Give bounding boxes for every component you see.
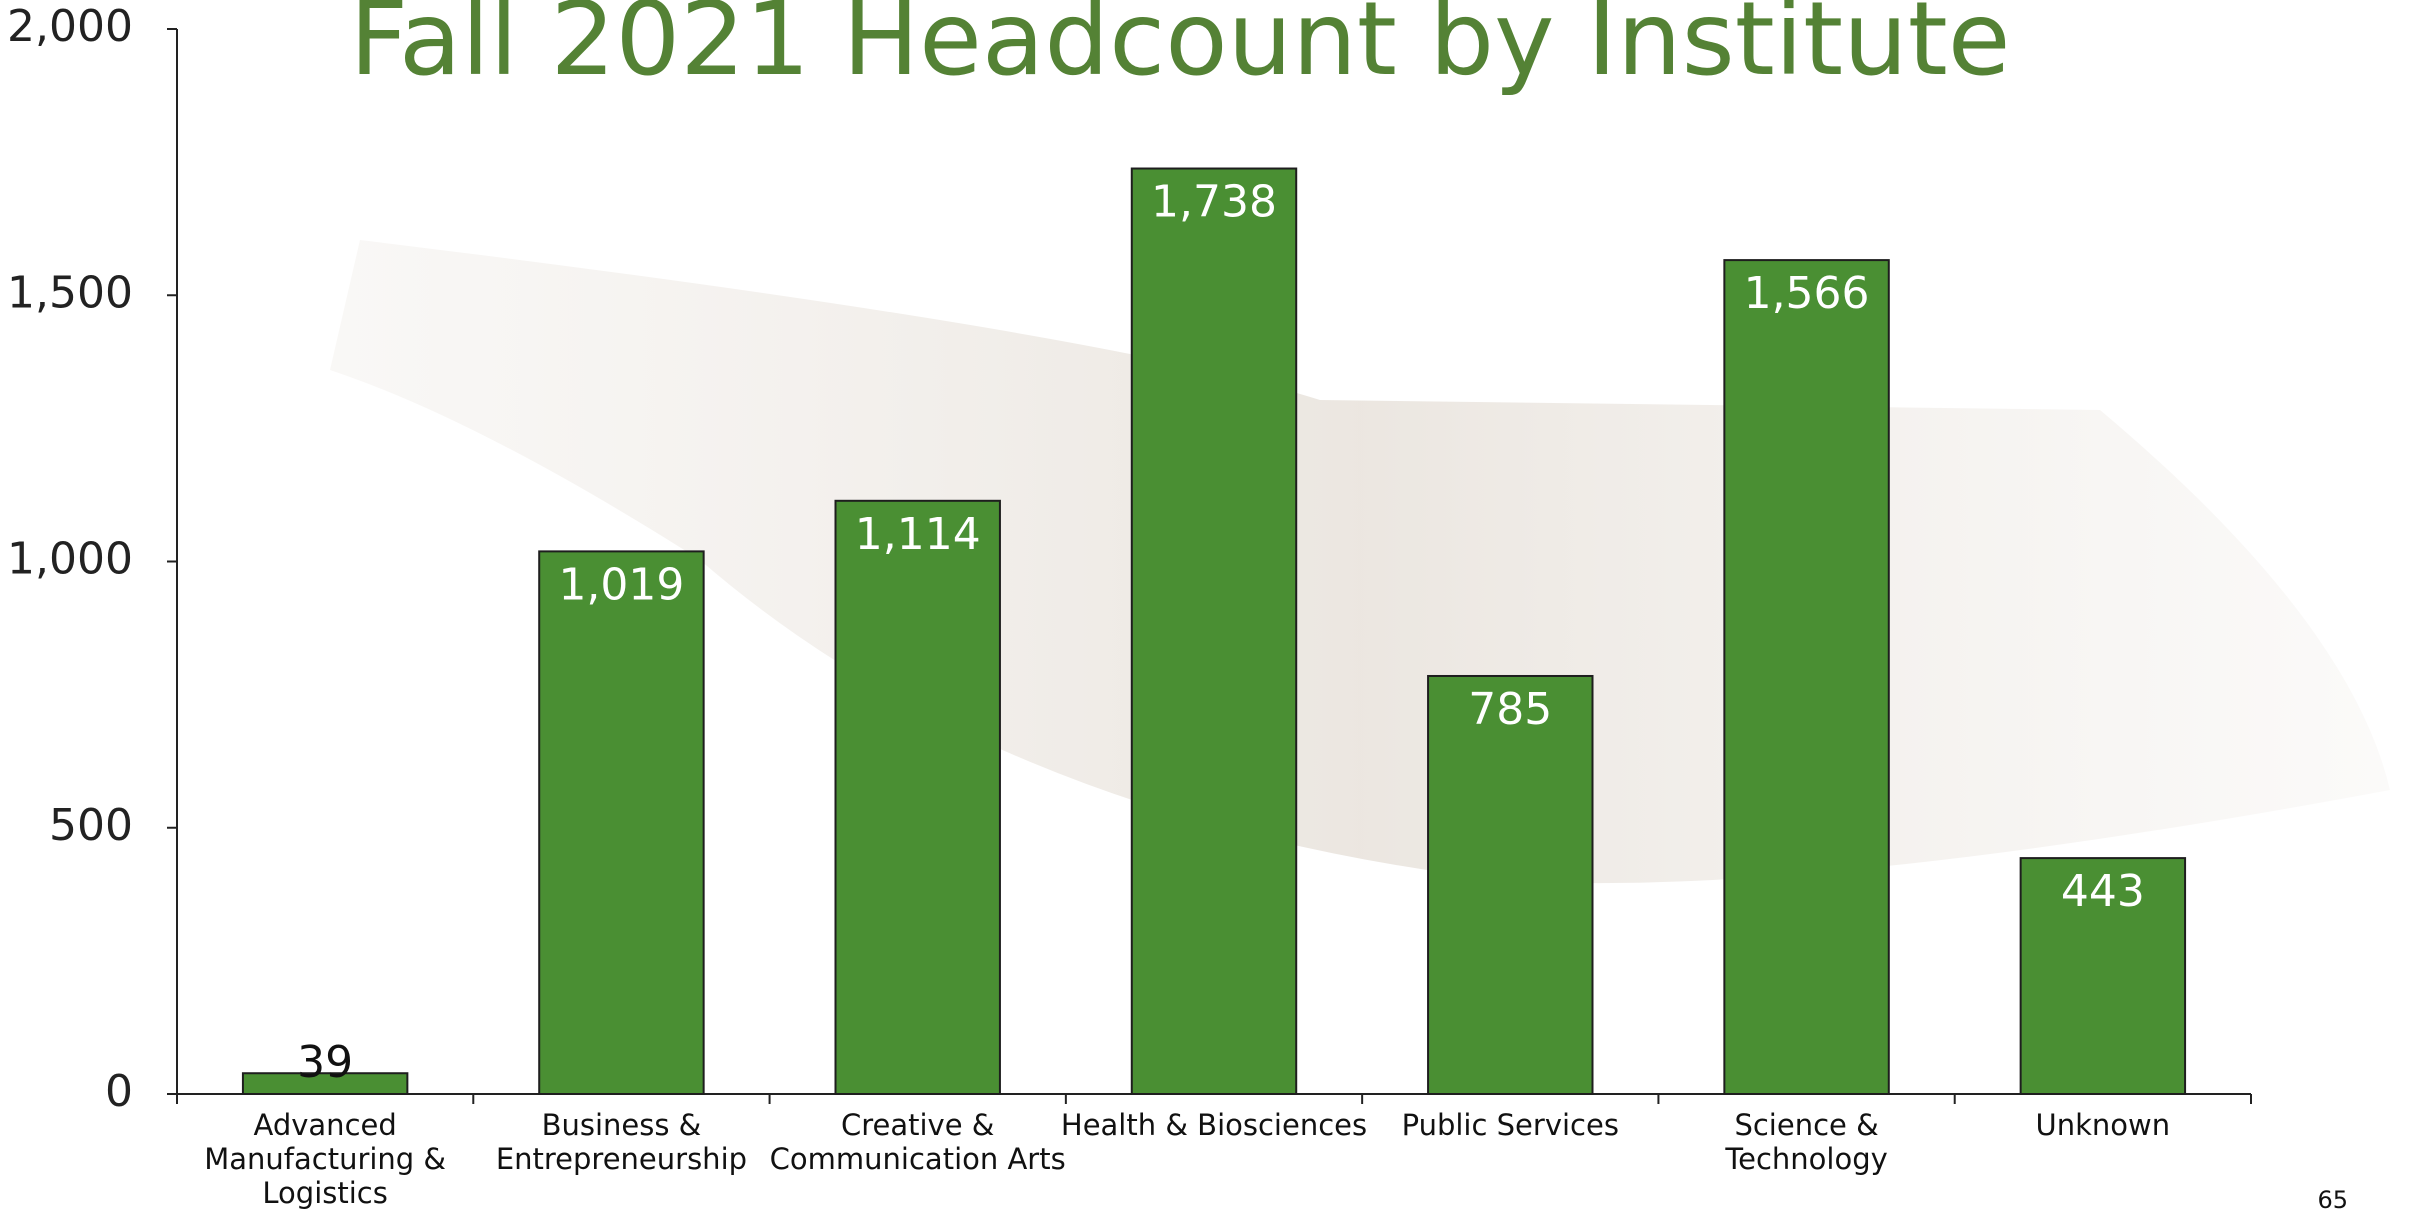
bar <box>1724 260 1888 1094</box>
data-label: 1,738 <box>1151 177 1277 228</box>
data-label: 785 <box>1468 684 1552 735</box>
x-tick-label: Business & Entrepreneurship <box>466 1108 776 1176</box>
x-tick-label: Advanced Manufacturing & Logistics <box>170 1108 480 1210</box>
bar <box>835 501 999 1094</box>
bar <box>1428 676 1592 1094</box>
x-tick-label: Health & Biosciences <box>1059 1108 1369 1142</box>
data-label: 1,019 <box>558 559 684 610</box>
data-label: 1,566 <box>1744 268 1870 319</box>
y-tick-label: 0 <box>105 1066 133 1117</box>
x-tick-label: Creative & Communication Arts <box>763 1108 1073 1176</box>
data-label: 1,114 <box>855 509 981 560</box>
bar <box>1132 169 1296 1094</box>
x-tick-label: Science & Technology <box>1652 1108 1962 1176</box>
page-number: 65 <box>2317 1186 2348 1214</box>
chart-title: Fall 2021 Headcount by Institute <box>350 0 2011 99</box>
y-tick-label: 2,000 <box>7 1 133 52</box>
chart: Fall 2021 Headcount by Institute 0 500 1,0… <box>0 0 2418 1224</box>
x-tick-label: Unknown <box>1948 1108 2258 1142</box>
y-tick-label: 1,000 <box>7 534 133 585</box>
y-tick-label: 500 <box>49 800 133 851</box>
x-tick-label: Public Services <box>1355 1108 1665 1142</box>
y-tick-label: 1,500 <box>7 267 133 318</box>
bar <box>539 551 703 1094</box>
data-label: 39 <box>297 1037 353 1088</box>
data-label: 443 <box>2061 866 2145 917</box>
page: Fall 2021 Headcount by Institute 0 500 1,0… <box>0 0 2418 1224</box>
